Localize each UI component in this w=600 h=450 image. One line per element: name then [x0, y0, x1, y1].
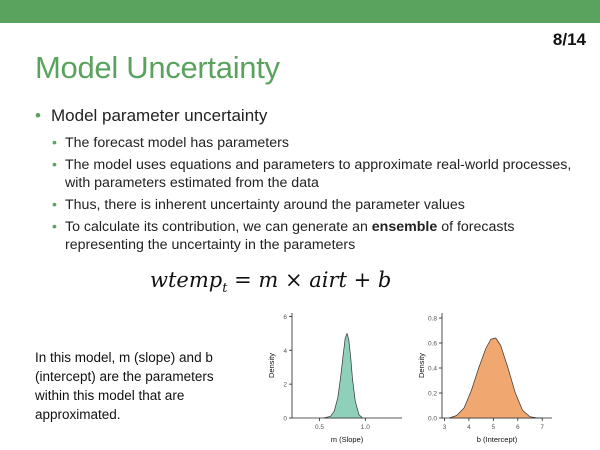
slope-y-tick-label: 6	[283, 314, 287, 321]
slope-y-tick-label: 0	[283, 416, 287, 423]
slope-density-chart: 0 2 4 6 0.5 1.0 m (Slope) Density	[267, 313, 402, 444]
sub-bullet-text: Thus, there is inherent uncertainty arou…	[65, 197, 465, 213]
bullet-list: • Model parameter uncertainty • The fore…	[35, 106, 580, 258]
bullet-dot-icon: •	[52, 219, 57, 235]
slope-y-tick-label: 4	[283, 348, 287, 355]
bullet-main: • Model parameter uncertainty	[35, 106, 580, 126]
slide-title: Model Uncertainty	[35, 50, 280, 85]
ensemble-bold-word: ensemble	[371, 219, 438, 235]
intercept-y-tick-label: 0.2	[428, 391, 437, 398]
intercept-y-tick-label: 0.0	[428, 416, 437, 423]
model-equation: wtempt = m × airt + b	[150, 268, 391, 296]
slope-x-axis-label: m (Slope)	[331, 435, 364, 444]
bullet-main-text: Model parameter uncertainty	[51, 106, 268, 125]
ensemble-text-before: To calculate its contribution, we can ge…	[65, 219, 372, 235]
slope-density-area	[323, 332, 363, 419]
equation-subscript: t	[222, 281, 228, 297]
parameter-note: In this model, m (slope) and b (intercep…	[35, 350, 214, 422]
intercept-x-tick-label: 7	[540, 424, 544, 431]
intercept-y-tick-label: 0.8	[428, 316, 437, 323]
intercept-y-tick-label: 0.6	[428, 341, 437, 348]
slope-x-tick-label: 1.0	[361, 424, 370, 431]
sub-bullet: • The model uses equations and parameter…	[35, 156, 580, 192]
slide-number: 8/14	[552, 30, 586, 49]
ensemble-text-after: of forecasts representing the uncertaint…	[65, 219, 515, 253]
bullet-dot-icon: •	[52, 157, 57, 173]
sub-bullet-ensemble: • To calculate its contribution, we can …	[35, 218, 580, 254]
bullet-dot-icon: •	[52, 135, 57, 151]
bullet-dot-icon: •	[52, 197, 57, 213]
slope-x-tick-label: 0.5	[315, 424, 324, 431]
intercept-y-axis-label: Density	[417, 353, 426, 378]
intercept-density-chart: 0.0 0.2 0.4 0.6 0.8 3 4 5 6 7 b (Intercept) Density	[417, 313, 552, 444]
equation-lhs: wtemp	[150, 268, 223, 292]
sub-bullet: • Thus, there is inherent uncertainty ar…	[35, 196, 580, 214]
sub-bullet: • The forecast model has parameters	[35, 134, 580, 152]
equation-rhs: = m × airt + b	[234, 268, 392, 292]
top-accent-bar	[0, 0, 600, 23]
intercept-x-tick-label: 4	[467, 424, 471, 431]
intercept-x-tick-label: 6	[516, 424, 520, 431]
sub-bullet-text: The forecast model has parameters	[65, 135, 289, 151]
slope-y-axis-label: Density	[267, 353, 276, 378]
intercept-x-tick-label: 5	[492, 424, 496, 431]
intercept-x-axis-label: b (Intercept)	[477, 435, 518, 444]
intercept-x-tick-label: 3	[443, 424, 447, 431]
slope-y-tick-label: 2	[283, 382, 287, 389]
bullet-dot-icon: •	[35, 106, 41, 125]
sub-bullet-text: The model uses equations and parameters …	[65, 157, 572, 191]
intercept-density-area	[448, 337, 543, 419]
intercept-y-tick-label: 0.4	[428, 366, 437, 373]
